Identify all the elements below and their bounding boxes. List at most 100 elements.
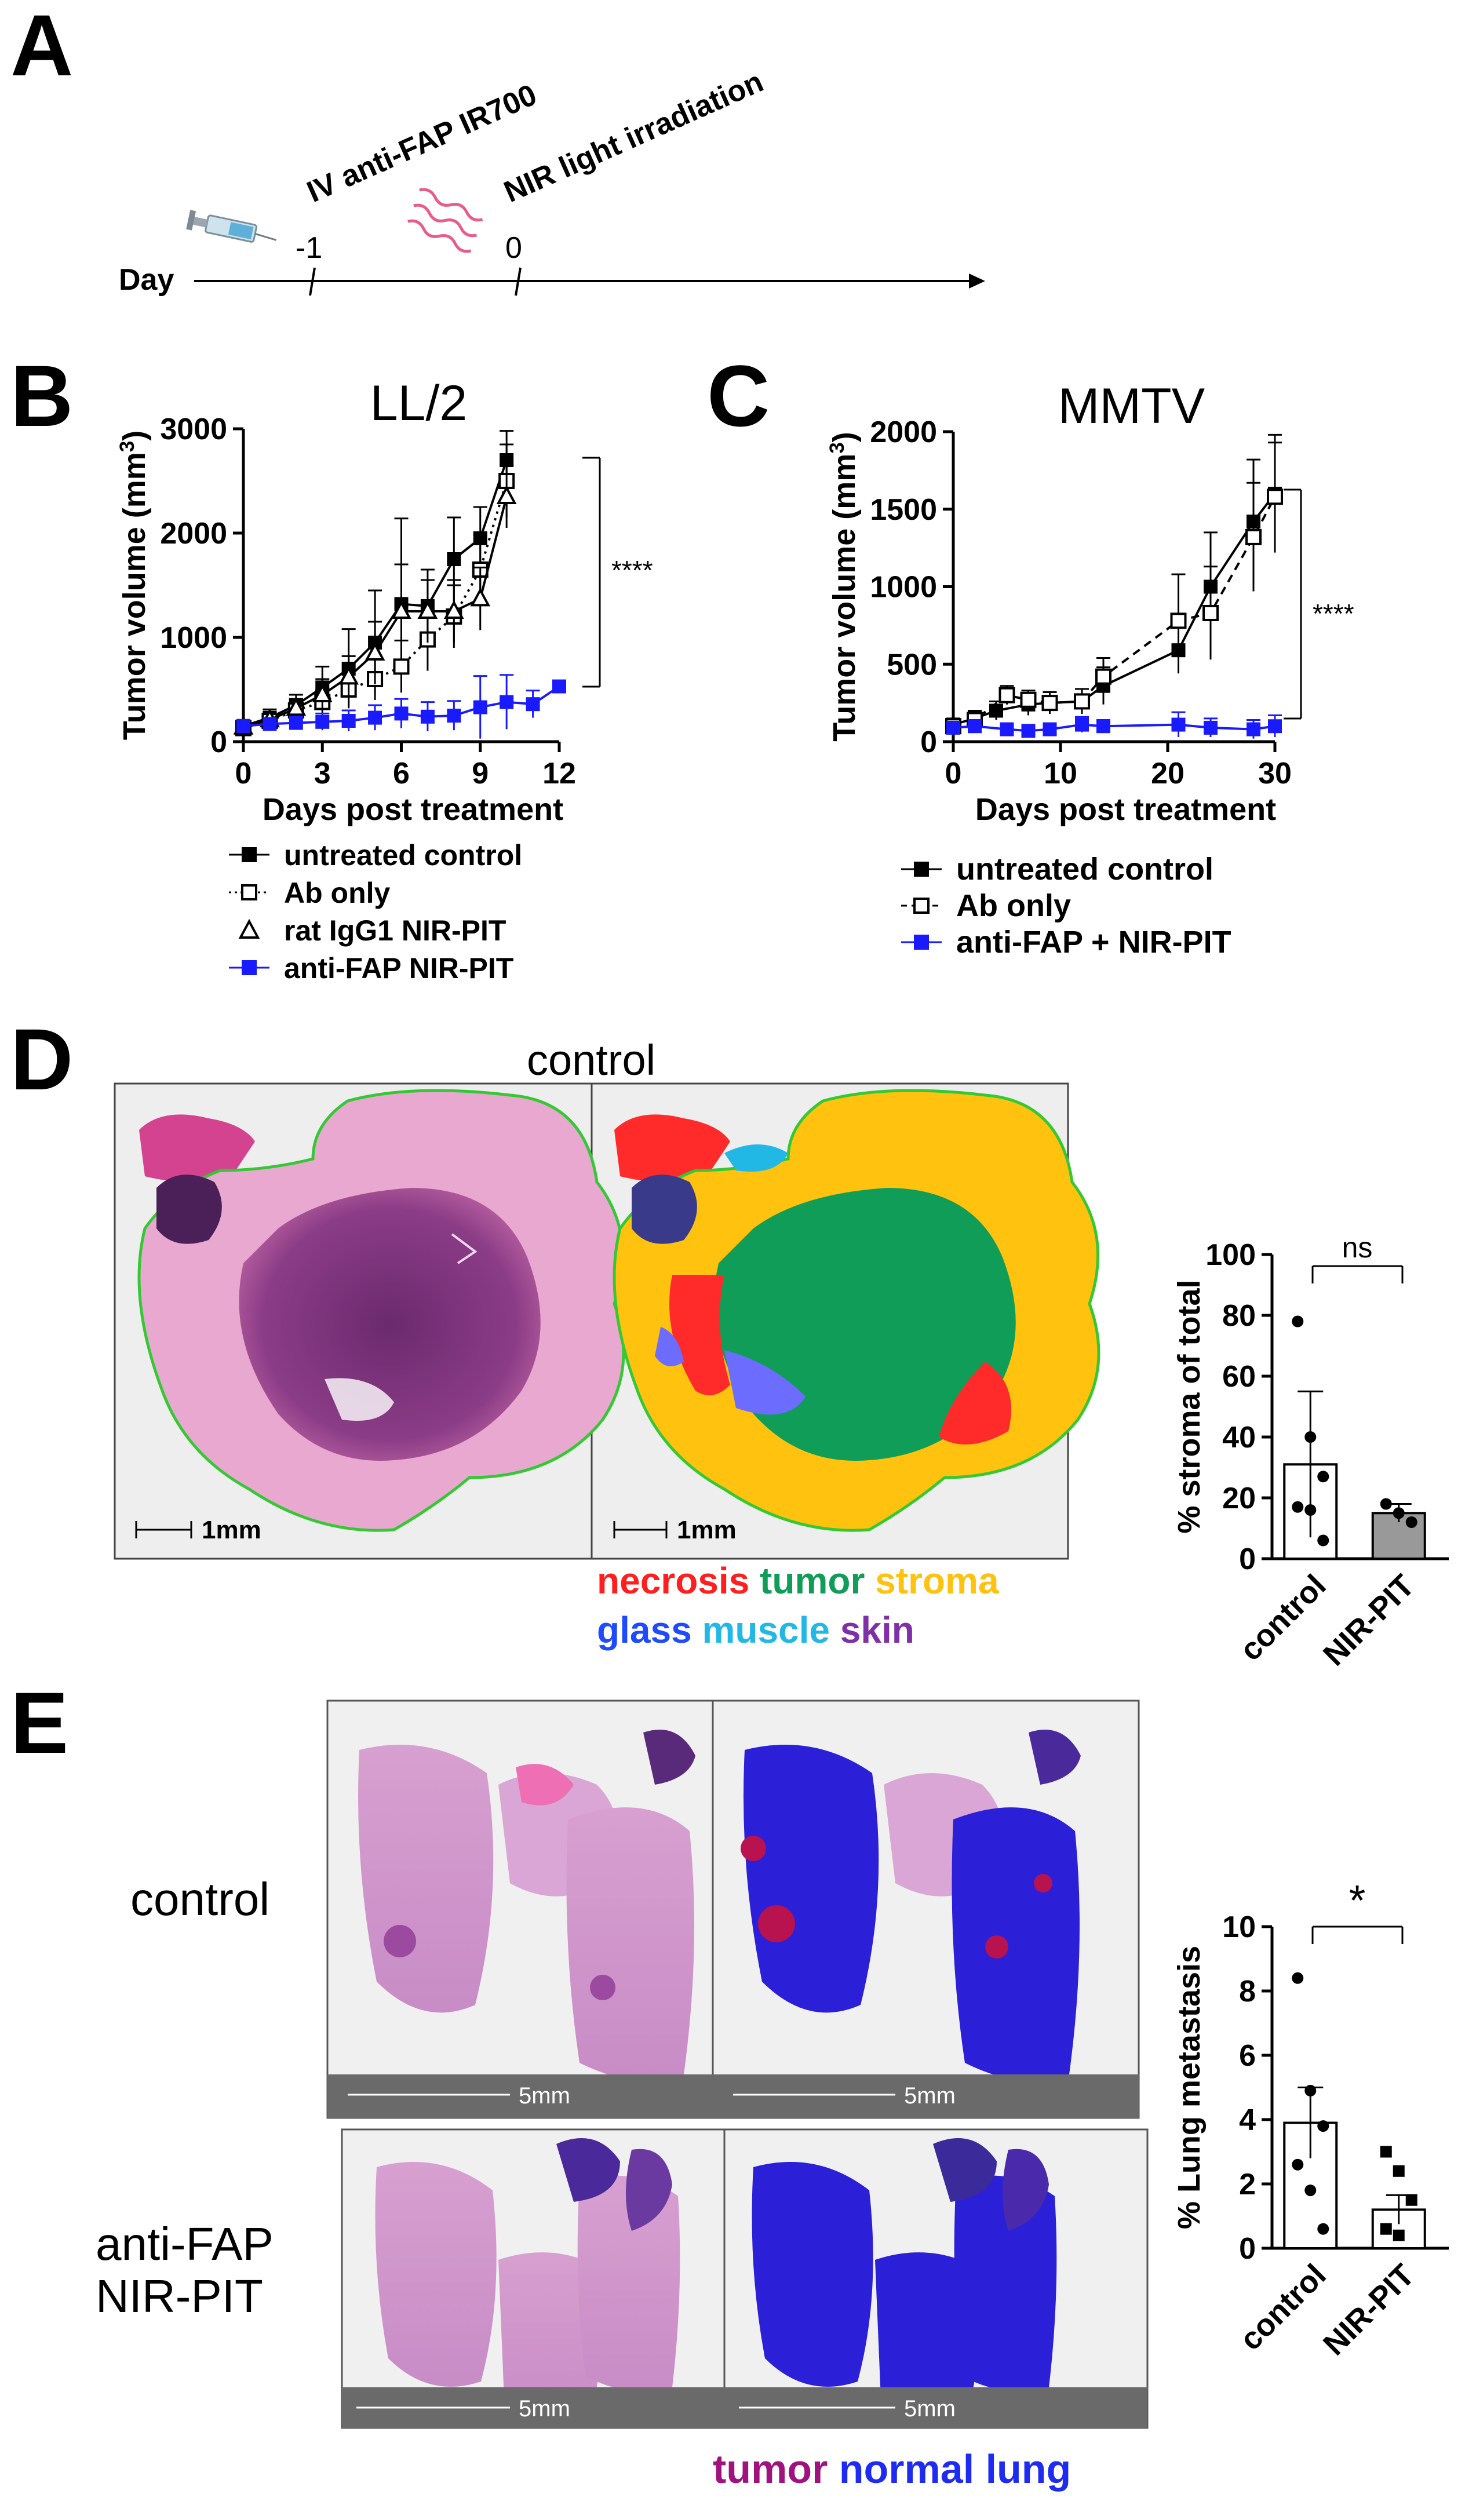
data-point-B-0-8: [447, 552, 461, 566]
y-tick-label-D-1: 20: [1222, 1482, 1256, 1515]
x-axis-label-C: Days post treatment: [975, 792, 1276, 827]
timeline-axis-label: Day: [119, 263, 174, 297]
legend-b-marker-4: [242, 960, 257, 975]
y-tick-label-E-0: 0: [1239, 2232, 1256, 2266]
dot-D-0-2: [1317, 1471, 1329, 1483]
legend-c-label-2: Ab only: [956, 888, 1071, 923]
data-point-B-2-3: [312, 683, 333, 702]
row-label-nir-pit-2: NIR-PIT: [96, 2270, 263, 2322]
image-title-d: control: [527, 1036, 655, 1084]
data-point-C-2-4: [1043, 722, 1057, 736]
segmentation-lung-control: [741, 1730, 1081, 2081]
timeline-tick-0: [515, 267, 522, 296]
data-point-C-1-6: [1095, 668, 1111, 685]
data-point-C-2-2: [1000, 722, 1014, 736]
data-point-B-2-5: [365, 641, 385, 661]
dot-D-1-0: [1380, 1498, 1392, 1510]
legend-c-marker-3: [914, 935, 929, 950]
dot-D-1-2: [1405, 1516, 1417, 1528]
y-axis-label-B: Tumor volume (mm3): [116, 431, 152, 741]
data-point-B-2-8: [443, 600, 464, 619]
data-point-C-1-5: [1074, 693, 1090, 710]
y-tick-label-C-4: 2000: [870, 415, 937, 449]
x-tick-label-B-2: 6: [393, 757, 410, 790]
x-tick-label-C-2: 20: [1151, 757, 1185, 790]
dot-E-1-4: [1393, 2229, 1405, 2241]
dot-D-1-1: [1393, 1507, 1405, 1519]
data-point-B-2-10: [496, 485, 517, 504]
data-point-B-3-8: [447, 709, 461, 723]
data-point-C-2-10: [1268, 719, 1282, 734]
significance-e: *: [1349, 1876, 1366, 1924]
data-point-B-2-7: [417, 600, 438, 619]
data-point-B-3-5: [368, 710, 382, 725]
data-point-B-3-9: [473, 700, 487, 714]
y-tick-label-B-2: 2000: [160, 517, 227, 550]
legend-b-label-4: anti-FAP NIR-PIT: [284, 952, 513, 984]
he-tumor-section: [137, 1089, 625, 1532]
data-point-B-3-7: [420, 709, 435, 724]
y-axis-label-D: % stroma of total: [1172, 1279, 1207, 1533]
legend-c-label-1: untreated control: [956, 852, 1213, 887]
dot-E-0-4: [1304, 2185, 1317, 2197]
y-tick-label-D-4: 80: [1222, 1299, 1256, 1333]
legend-b-marker-1: [242, 847, 257, 862]
legend-d-tumor: tumor: [760, 1560, 865, 1602]
event-label-irradiation: NIR light irradiation: [499, 65, 768, 209]
panel-label-d: D: [10, 1011, 73, 1108]
scale-bar-label-e-3: 5mm: [519, 2396, 570, 2421]
data-point-B-2-2: [286, 697, 307, 716]
y-tick-label-C-0: 0: [920, 725, 937, 759]
y-tick-label-D-0: 0: [1239, 1542, 1256, 1576]
y-tick-label-B-1: 1000: [160, 621, 227, 655]
y-tick-label-C-3: 1500: [870, 493, 937, 527]
legend-d-muscle: muscle: [702, 1609, 830, 1651]
data-point-C-2-8: [1204, 720, 1218, 735]
panel-d: D control 1mm: [10, 1011, 1449, 1672]
timeline-arrowhead: [969, 273, 985, 289]
dot-E-1-0: [1380, 2146, 1392, 2158]
y-axis-label-C: Tumor volume (mm3): [826, 432, 862, 742]
legend-e-normal-lung: normal lung: [839, 2446, 1072, 2492]
data-point-C-1-9: [1245, 528, 1262, 545]
data-point-B-3-11: [526, 697, 540, 712]
dot-E-1-2: [1405, 2194, 1417, 2206]
data-point-B-2-9: [470, 588, 491, 607]
y-tick-label-B-0: 0: [210, 725, 227, 759]
chart-title-B: LL/2: [370, 375, 467, 431]
data-point-C-1-3: [1020, 691, 1037, 708]
syringe-icon: [186, 210, 277, 243]
data-point-B-2-6: [391, 600, 411, 619]
y-tick-label-D-3: 60: [1222, 1360, 1256, 1394]
chart-title-C: MMTV: [1058, 378, 1205, 434]
legend-c-marker-2: [913, 898, 930, 914]
timeline-tick-label-minus1: -1: [296, 231, 322, 265]
dot-E-0-5: [1317, 2223, 1329, 2235]
legend-b-marker-3: [238, 918, 260, 939]
he-lung-control: [358, 1730, 695, 2081]
dot-E-0-3: [1292, 2158, 1304, 2171]
legend-e-tumor: tumor: [713, 2446, 828, 2492]
data-point-B-3-3: [315, 714, 330, 729]
legend-b-label-3: rat IgG1 NIR-PIT: [284, 914, 506, 947]
light-waves-icon: [407, 188, 483, 253]
y-tick-label-D-2: 40: [1222, 1421, 1256, 1454]
x-category-label-E-1: NIR-PIT: [1317, 2258, 1421, 2362]
legend-b-marker-2: [241, 884, 257, 900]
y-tick-label-E-2: 4: [1239, 2103, 1256, 2137]
legend-b-label-1: untreated control: [284, 839, 522, 871]
x-category-label-D-0: control: [1233, 1568, 1333, 1668]
panel-label-b: B: [10, 347, 73, 444]
dot-E-1-1: [1393, 2165, 1405, 2177]
x-tick-label-C-3: 30: [1258, 757, 1292, 790]
data-point-C-2-0: [946, 720, 960, 735]
segmentation-legend-e: tumor normal lung: [713, 2446, 1071, 2492]
timeline-tick-label-0: 0: [505, 231, 522, 265]
legend-c: untreated control Ab only anti-FAP + NIR…: [901, 852, 1231, 960]
chart-d: 0 20 40 60 80 100 % stroma of total controlNIR-…: [1172, 1238, 1449, 1672]
dot-E-0-0: [1292, 1972, 1304, 1984]
